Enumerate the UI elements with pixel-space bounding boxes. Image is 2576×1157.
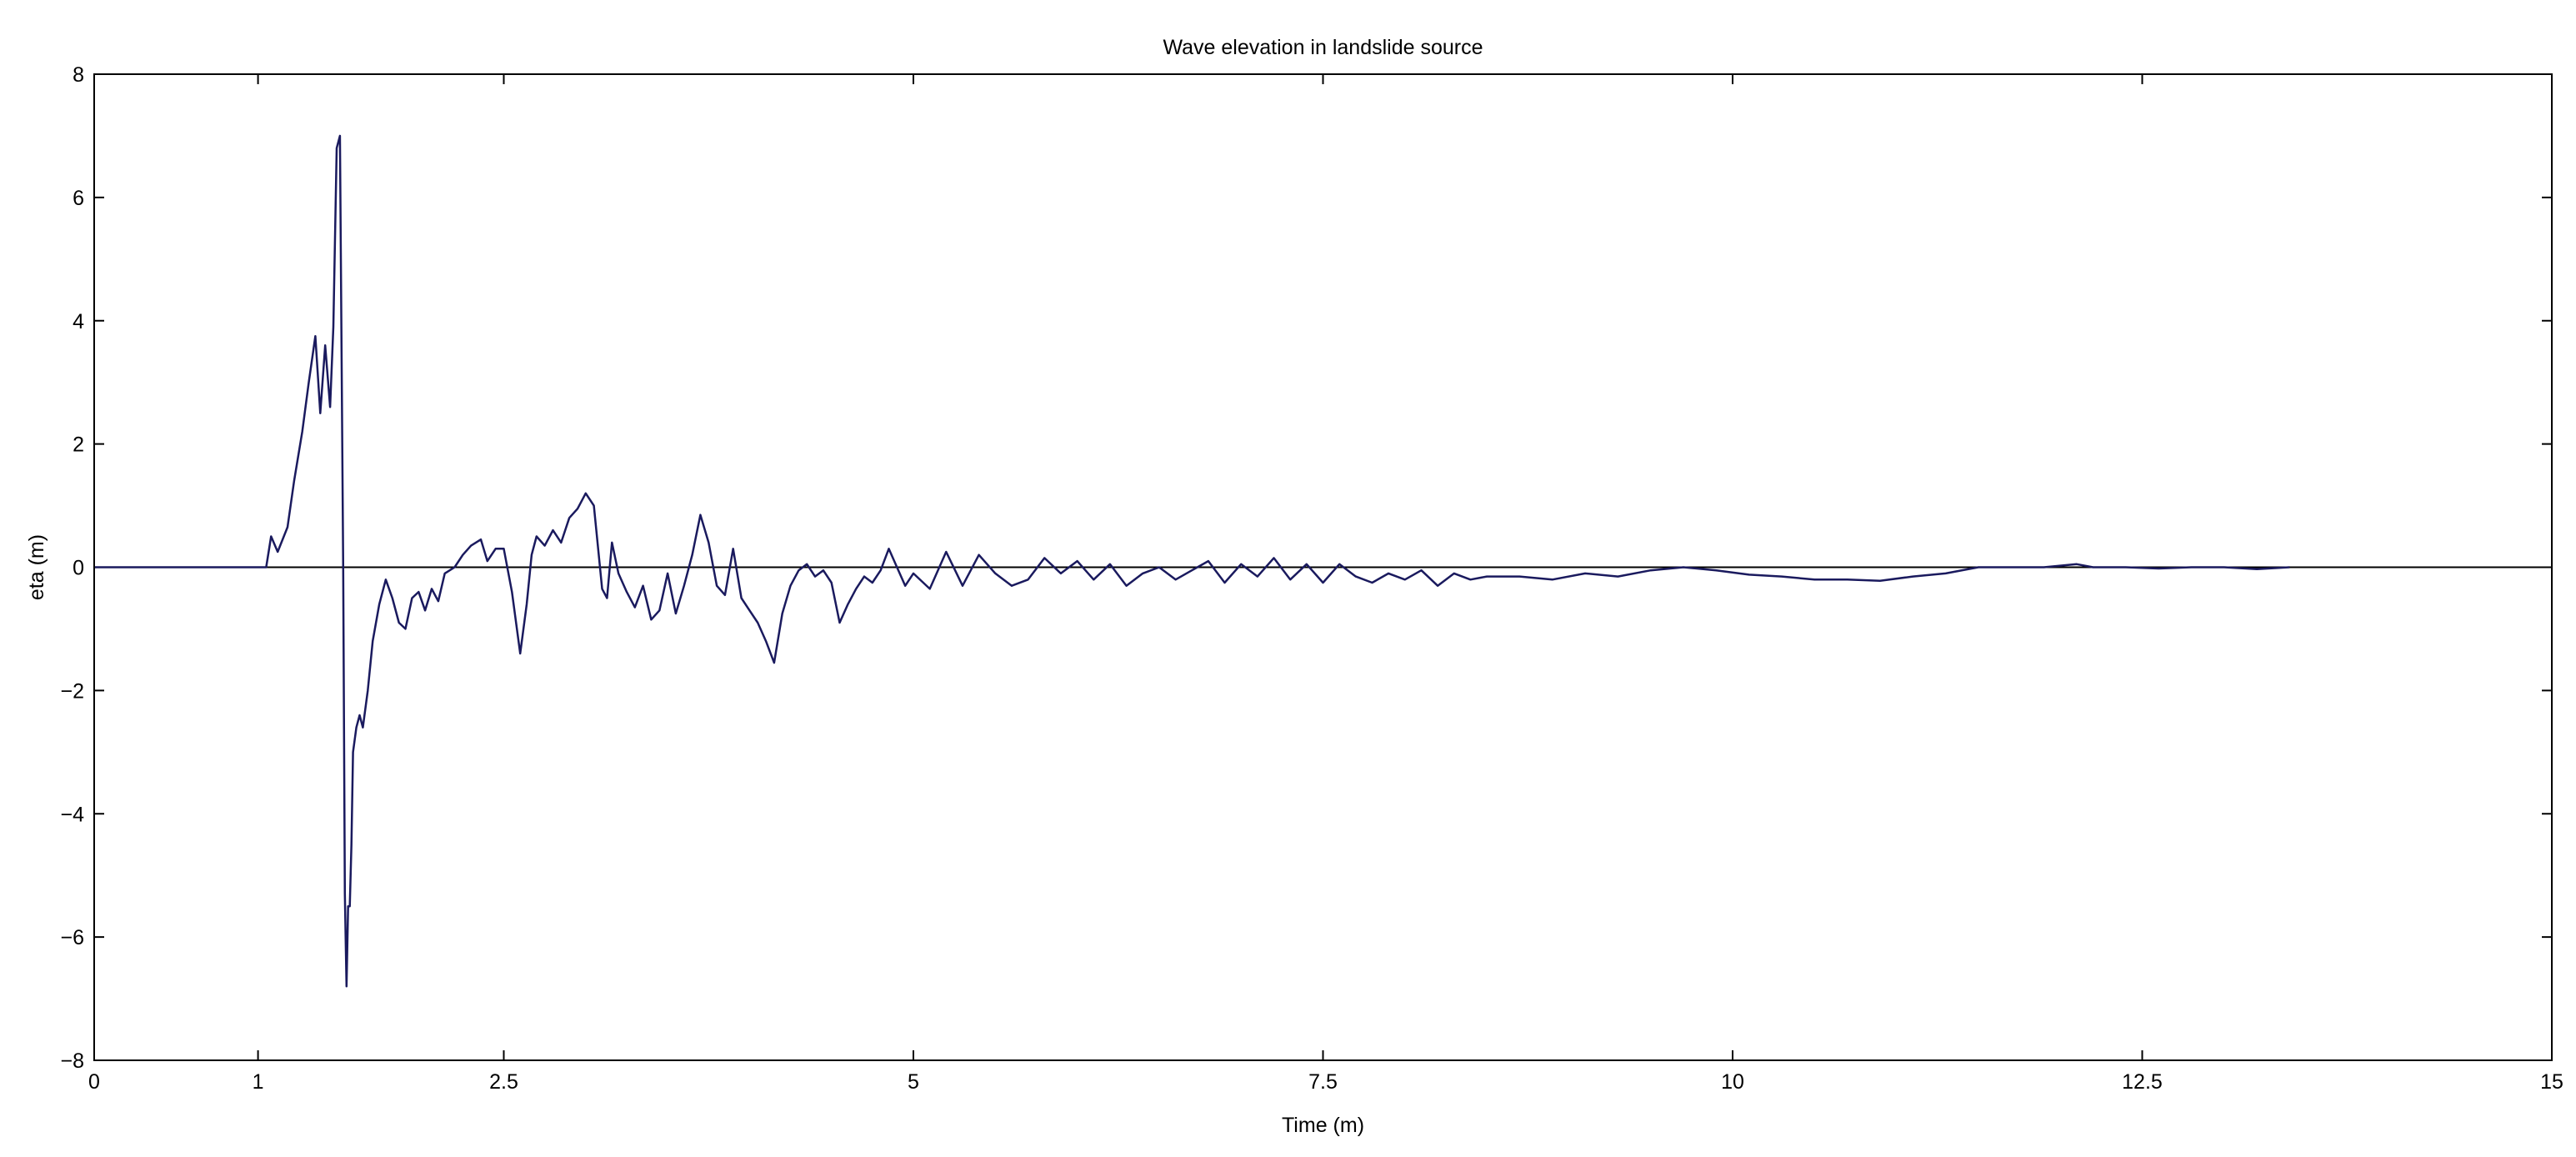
plot-frame: [93, 73, 2553, 1061]
y-tick-label: 2: [73, 433, 84, 457]
x-tick-label: 5: [908, 1070, 919, 1094]
chart-title: Wave elevation in landslide source: [1163, 36, 1483, 59]
x-axis-title: Time (m): [1282, 1114, 1364, 1137]
y-tick-label: −2: [60, 679, 84, 703]
y-tick-label: 0: [73, 557, 84, 580]
y-axis-title: eta (m): [25, 534, 48, 600]
x-tick-label: 12.5: [2122, 1070, 2163, 1094]
x-tick-label: 15: [2540, 1070, 2563, 1094]
x-tick-label: 2.5: [489, 1070, 518, 1094]
x-tick-label: 7.5: [1308, 1070, 1338, 1094]
x-tick-label: 10: [1721, 1070, 1744, 1094]
y-tick-label: −4: [60, 803, 84, 826]
y-tick-label: −6: [60, 926, 84, 949]
y-tick-label: 8: [73, 63, 84, 87]
y-tick-label: 4: [73, 310, 84, 333]
y-tick-label: 6: [73, 187, 84, 210]
x-tick-label: 1: [253, 1070, 264, 1094]
x-tick-label: 0: [88, 1070, 100, 1094]
y-tick-label: −8: [60, 1049, 84, 1073]
series-line: [94, 134, 2290, 988]
